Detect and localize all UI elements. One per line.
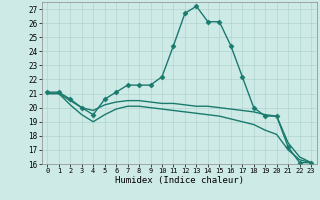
X-axis label: Humidex (Indice chaleur): Humidex (Indice chaleur) (115, 176, 244, 185)
